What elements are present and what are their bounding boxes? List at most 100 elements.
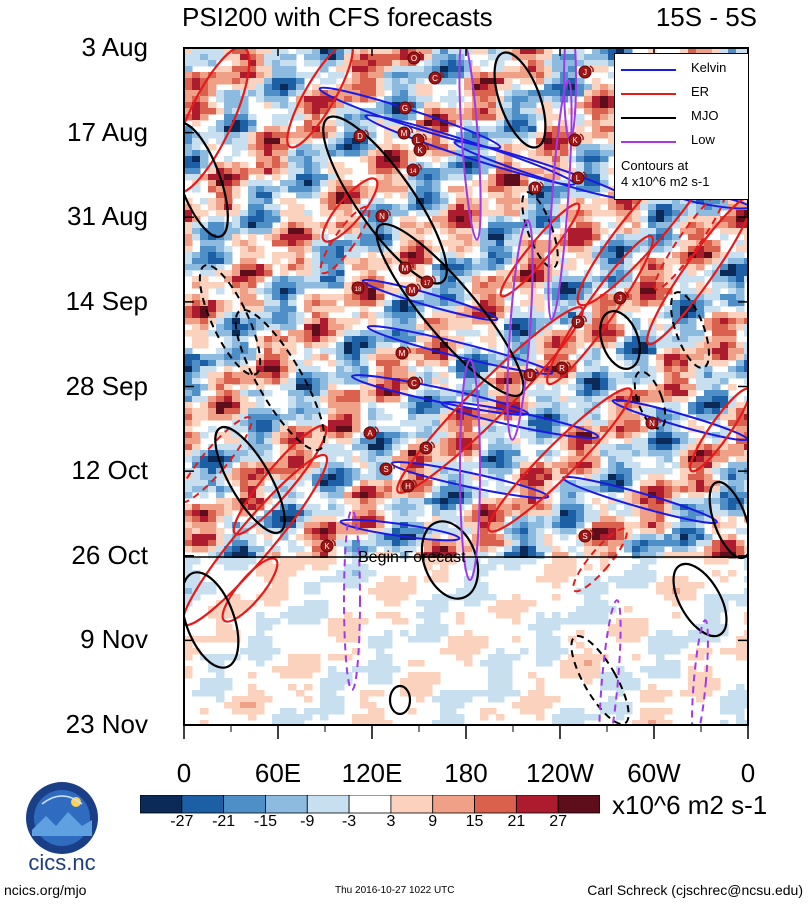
psi-cell <box>208 168 217 175</box>
psi-cell <box>200 54 209 61</box>
psi-cell <box>192 108 201 115</box>
psi-cell <box>184 486 193 493</box>
psi-cell <box>376 240 385 247</box>
psi-cell <box>472 462 481 469</box>
psi-cell <box>456 366 465 373</box>
psi-cell <box>312 174 321 181</box>
psi-cell <box>256 336 265 343</box>
psi-cell <box>576 102 585 109</box>
psi-cell <box>560 156 569 163</box>
psi-cell <box>512 144 521 151</box>
psi-cell <box>512 474 521 481</box>
psi-cell <box>624 540 633 547</box>
psi-cell <box>352 48 361 55</box>
psi-cell <box>328 132 337 139</box>
psi-cell <box>744 498 748 505</box>
psi-cell <box>440 138 449 145</box>
psi-cell <box>688 510 697 517</box>
psi-cell <box>512 312 521 319</box>
psi-cell <box>256 156 265 163</box>
psi-cell <box>512 456 521 463</box>
psi-cell <box>440 144 449 151</box>
psi-cell <box>392 384 401 391</box>
psi-cell <box>320 276 329 283</box>
psi-cell <box>680 216 689 223</box>
psi-cell <box>616 240 625 247</box>
psi-cell <box>280 168 289 175</box>
psi-cell <box>304 414 313 421</box>
psi-cell <box>336 240 345 247</box>
psi-cell <box>592 234 601 241</box>
psi-cell <box>560 402 569 409</box>
psi-cell <box>680 300 689 307</box>
psi-cell <box>608 72 617 79</box>
psi-cell <box>344 342 353 349</box>
psi-cell <box>432 66 441 73</box>
psi-cell <box>560 216 569 223</box>
psi-cell <box>648 546 657 553</box>
psi-cell <box>296 444 305 451</box>
psi-cell <box>520 54 529 61</box>
psi-cell <box>224 510 233 517</box>
psi-cell <box>536 366 545 373</box>
psi-cell <box>728 384 737 391</box>
psi-cell <box>712 456 721 463</box>
psi-cell <box>480 276 489 283</box>
psi-cell <box>592 396 601 403</box>
psi-cell <box>688 318 697 325</box>
psi-cell <box>416 504 425 511</box>
psi-cell <box>384 186 393 193</box>
psi-cell <box>576 396 585 403</box>
psi-cell <box>720 444 729 451</box>
psi-cell <box>608 306 617 313</box>
psi-cell <box>336 462 345 469</box>
psi-cell <box>568 348 577 355</box>
psi-cell <box>472 474 481 481</box>
psi-cell <box>272 162 281 169</box>
psi-cell <box>736 324 745 331</box>
psi-cell <box>656 474 665 481</box>
psi-cell <box>184 480 193 487</box>
psi-cell <box>536 90 545 97</box>
psi-cell <box>584 192 593 199</box>
psi-cell <box>224 462 233 469</box>
psi-cell <box>256 252 265 259</box>
psi-cell <box>368 408 377 415</box>
psi-cell <box>600 330 609 337</box>
psi-cell <box>464 354 473 361</box>
psi-cell <box>720 354 729 361</box>
psi-cell <box>712 324 721 331</box>
psi-cell <box>536 300 545 307</box>
psi-cell <box>688 498 697 505</box>
psi-cell <box>488 534 497 541</box>
psi-cell <box>424 288 433 295</box>
psi-cell <box>240 216 249 223</box>
psi-cell <box>248 84 257 91</box>
psi-cell <box>376 540 385 547</box>
psi-cell <box>360 474 369 481</box>
psi-cell <box>544 390 553 397</box>
psi-cell <box>456 312 465 319</box>
psi-cell <box>272 252 281 259</box>
psi-cell <box>440 126 449 133</box>
psi-cell <box>184 222 193 229</box>
psi-cell <box>280 378 289 385</box>
psi-cell <box>288 258 297 265</box>
psi-cell <box>440 168 449 175</box>
psi-cell <box>320 534 329 541</box>
psi-cell <box>256 498 265 505</box>
psi-cell <box>584 252 593 259</box>
psi-cell <box>544 540 553 547</box>
psi-cell <box>408 252 417 259</box>
psi-cell <box>712 342 721 349</box>
psi-cell <box>248 204 257 211</box>
psi-cell <box>608 90 617 97</box>
psi-cell <box>592 474 601 481</box>
psi-cell <box>608 240 617 247</box>
psi-cell <box>608 528 617 535</box>
psi-cell <box>552 102 561 109</box>
psi-cell <box>464 438 473 445</box>
psi-cell <box>408 408 417 415</box>
psi-cell <box>728 210 737 217</box>
psi-cell <box>712 540 721 547</box>
